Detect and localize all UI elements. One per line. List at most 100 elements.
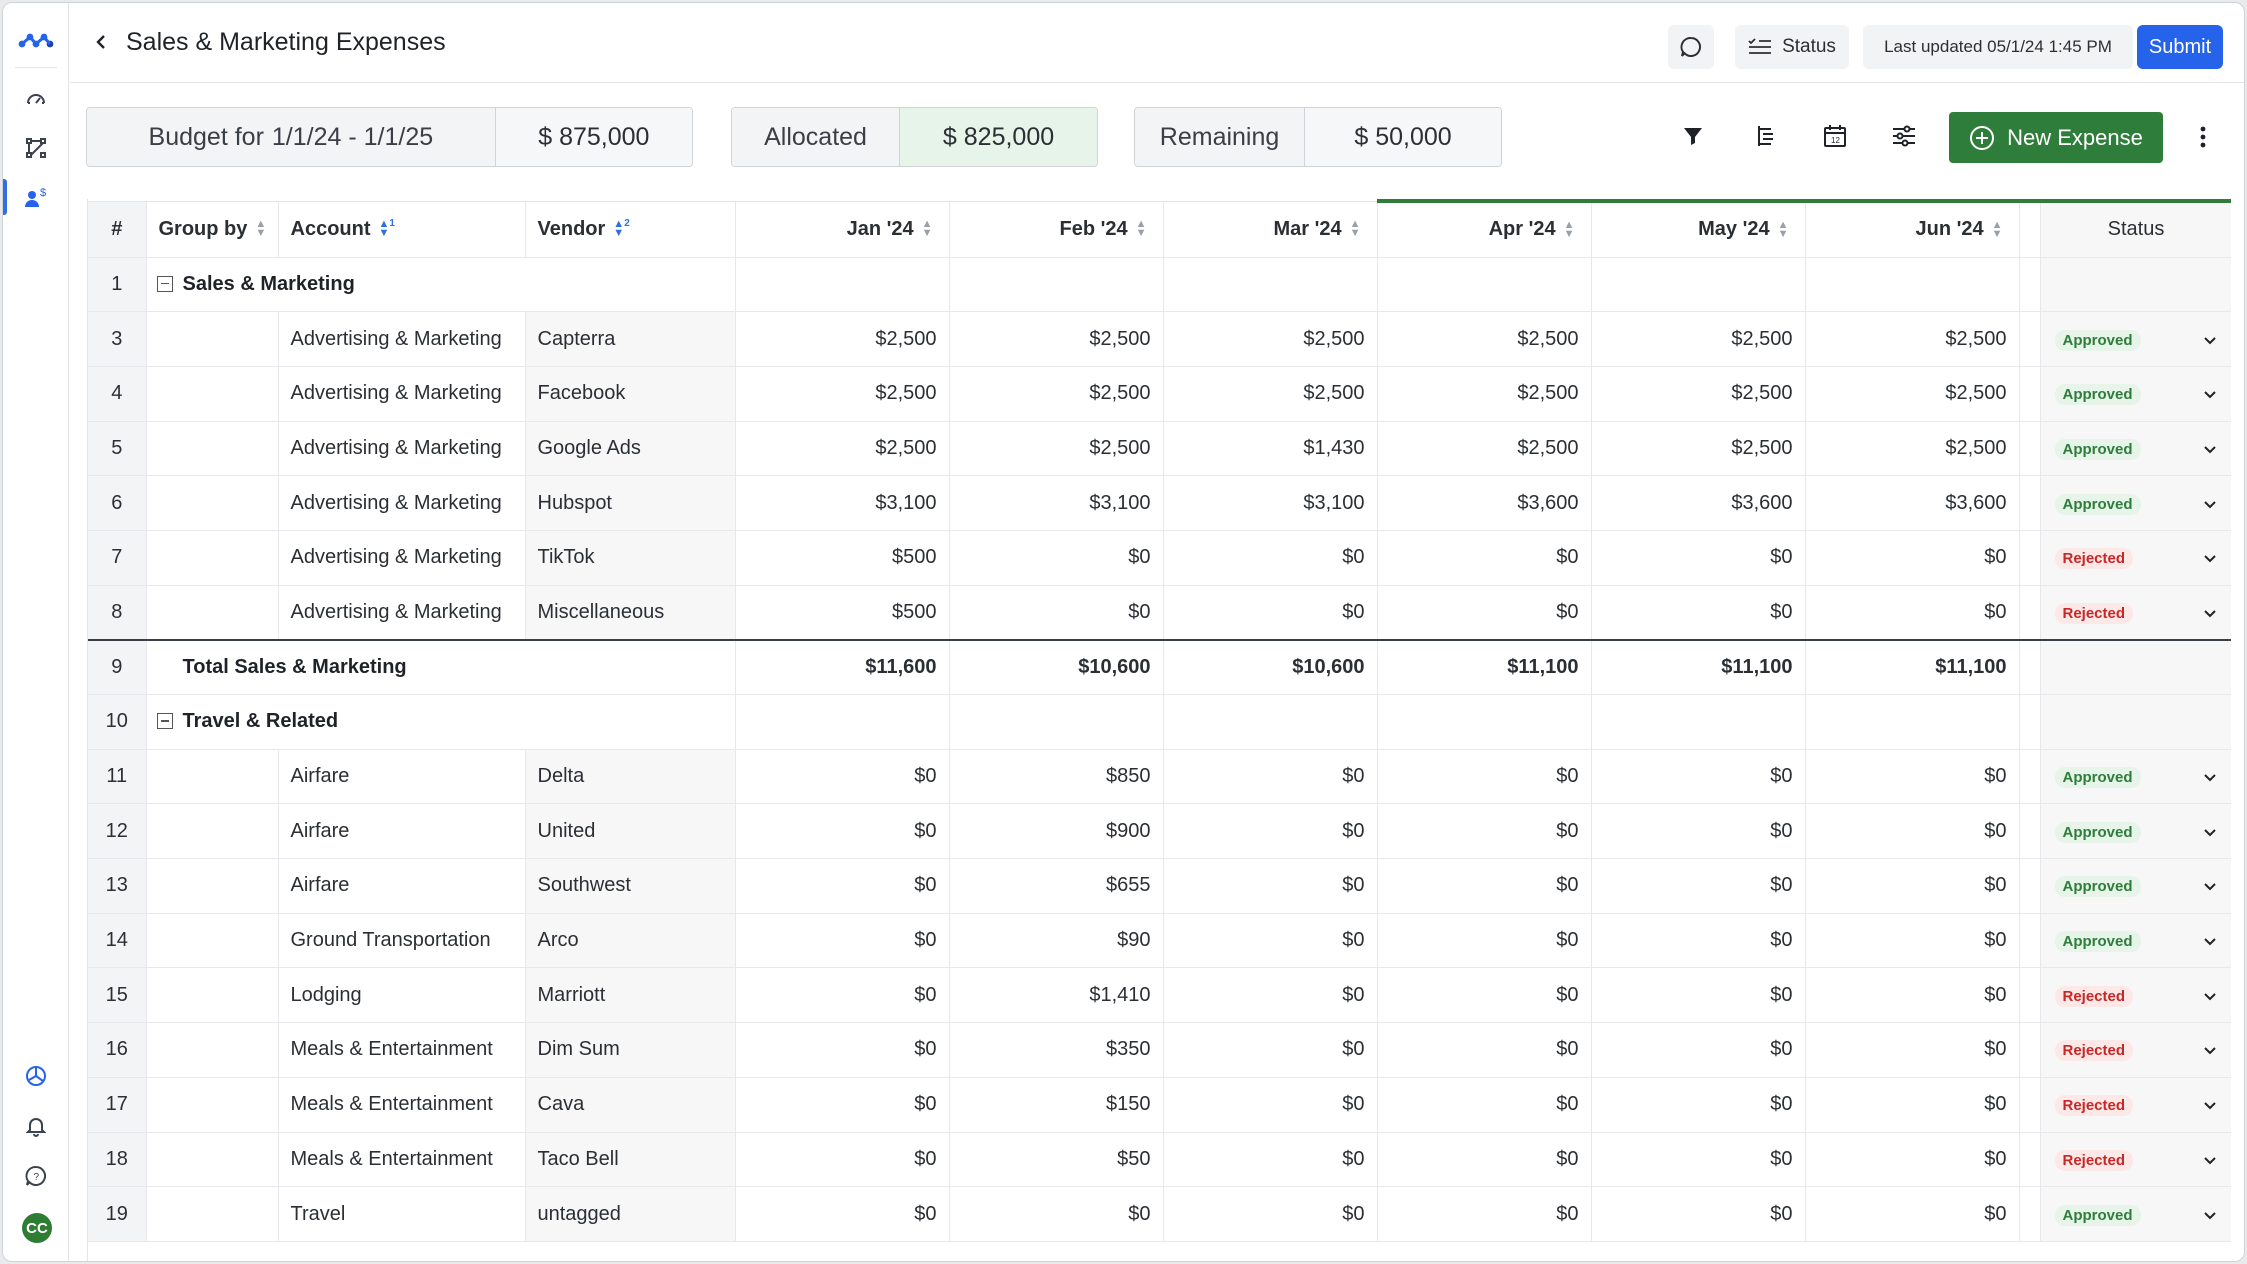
vendor-cell[interactable]: Southwest [525, 858, 736, 914]
amount-cell[interactable]: $0 [1591, 1186, 1806, 1242]
col-header-group-by[interactable]: Group by ▲ ▼ [146, 200, 279, 258]
amount-cell[interactable]: $3,100 [735, 475, 950, 531]
more-options-icon[interactable] [2193, 119, 2213, 155]
amount-cell[interactable]: $2,500 [1805, 421, 2020, 477]
amount-cell[interactable]: $2,500 [1377, 421, 1592, 477]
account-cell[interactable]: Advertising & Marketing [278, 366, 526, 422]
chevron-down-icon[interactable] [2202, 824, 2218, 840]
col-header-account[interactable]: Account ▲ ▼1 [278, 200, 526, 258]
status-cell[interactable]: Approved [2039, 311, 2231, 367]
amount-cell[interactable]: $0 [1377, 1022, 1592, 1078]
amount-cell[interactable]: $1,430 [1163, 421, 1378, 477]
group-label[interactable]: Travel & Related [146, 694, 736, 750]
amount-cell[interactable]: $0 [735, 1186, 950, 1242]
col-header-feb[interactable]: Feb '24 ▲ ▼ [949, 200, 1164, 258]
amount-cell[interactable]: $2,500 [1591, 421, 1806, 477]
amount-cell[interactable]: $850 [949, 749, 1164, 805]
amount-cell[interactable]: $2,500 [1805, 311, 2020, 367]
amount-cell[interactable]: $2,500 [1805, 366, 2020, 422]
amount-cell[interactable]: $0 [1163, 803, 1378, 860]
chevron-down-icon[interactable] [2202, 441, 2218, 457]
amount-cell[interactable]: $0 [1591, 913, 1806, 969]
amount-cell[interactable]: $0 [735, 1077, 950, 1133]
status-cell[interactable]: Rejected [2039, 585, 2231, 641]
dashboard-gauge-icon[interactable] [21, 83, 51, 113]
account-cell[interactable]: Meals & Entertainment [278, 1022, 526, 1078]
amount-cell[interactable]: $0 [1377, 585, 1592, 641]
back-chevron-icon[interactable] [90, 31, 112, 53]
vendor-cell[interactable]: Taco Bell [525, 1132, 736, 1188]
chevron-down-icon[interactable] [2202, 878, 2218, 894]
amount-cell[interactable]: $2,500 [735, 366, 950, 422]
amount-cell[interactable]: $0 [1805, 967, 2020, 1024]
chevron-down-icon[interactable] [2202, 332, 2218, 348]
amount-cell[interactable]: $2,500 [1163, 311, 1378, 367]
col-header-jun[interactable]: Jun '24 ▲ ▼ [1805, 199, 2020, 258]
amount-cell[interactable]: $0 [1805, 913, 2020, 969]
amount-cell[interactable]: $0 [1591, 803, 1806, 860]
amount-cell[interactable]: $0 [1805, 749, 2020, 805]
vendor-cell[interactable]: Arco [525, 913, 736, 969]
chevron-down-icon[interactable] [2202, 496, 2218, 512]
status-cell[interactable]: Rejected [2039, 1132, 2231, 1188]
chevron-down-icon[interactable] [2202, 933, 2218, 949]
status-cell[interactable]: Approved [2039, 421, 2231, 477]
status-button[interactable]: Status [1735, 25, 1849, 69]
amount-cell[interactable]: $0 [1591, 1132, 1806, 1188]
vendor-cell[interactable]: Miscellaneous [525, 585, 736, 641]
account-cell[interactable]: Advertising & Marketing [278, 585, 526, 641]
amount-cell[interactable]: $2,500 [1377, 366, 1592, 422]
amount-cell[interactable]: $0 [1591, 967, 1806, 1024]
amount-cell[interactable]: $3,600 [1805, 475, 2020, 531]
amount-cell[interactable]: $0 [735, 1022, 950, 1078]
amount-cell[interactable]: $0 [1591, 1022, 1806, 1078]
col-header-vendor[interactable]: Vendor ▲ ▼2 [525, 200, 736, 258]
amount-cell[interactable]: $655 [949, 858, 1164, 914]
vendor-cell[interactable]: Cava [525, 1077, 736, 1133]
amount-cell[interactable]: $0 [1163, 1077, 1378, 1133]
account-cell[interactable]: Airfare [278, 858, 526, 914]
collapse-icon[interactable] [156, 713, 173, 730]
vendor-cell[interactable]: Facebook [525, 366, 736, 422]
account-cell[interactable]: Airfare [278, 803, 526, 860]
total-amount-cell[interactable]: $11,100 [1591, 638, 1806, 695]
status-cell[interactable]: Rejected [2039, 1077, 2231, 1133]
amount-cell[interactable]: $0 [735, 1132, 950, 1188]
account-cell[interactable]: Advertising & Marketing [278, 421, 526, 477]
amount-cell[interactable]: $0 [949, 1186, 1164, 1242]
amount-cell[interactable]: $0 [1163, 1186, 1378, 1242]
amount-cell[interactable]: $0 [1805, 1022, 2020, 1078]
col-header-jan[interactable]: Jan '24 ▲ ▼ [735, 200, 950, 258]
chevron-down-icon[interactable] [2202, 1152, 2218, 1168]
amount-cell[interactable]: $0 [1163, 858, 1378, 914]
col-header-apr[interactable]: Apr '24 ▲ ▼ [1377, 199, 1592, 258]
status-cell[interactable]: Approved [2039, 913, 2231, 969]
amount-cell[interactable]: $1,410 [949, 967, 1164, 1024]
amount-cell[interactable]: $3,600 [1377, 475, 1592, 531]
account-cell[interactable]: Ground Transportation [278, 913, 526, 969]
collapse-icon[interactable] [156, 275, 173, 292]
col-header-mar[interactable]: Mar '24 ▲ ▼ [1163, 200, 1378, 258]
account-cell[interactable]: Airfare [278, 749, 526, 805]
amount-cell[interactable]: $2,500 [1591, 311, 1806, 367]
amount-cell[interactable]: $50 [949, 1132, 1164, 1188]
total-amount-cell[interactable]: $11,100 [1805, 638, 2020, 695]
amount-cell[interactable]: $0 [1591, 858, 1806, 914]
amount-cell[interactable]: $2,500 [1377, 311, 1592, 367]
chevron-down-icon[interactable] [2202, 988, 2218, 1004]
chevron-down-icon[interactable] [2202, 1042, 2218, 1058]
amount-cell[interactable]: $0 [735, 803, 950, 860]
amount-cell[interactable]: $0 [735, 858, 950, 914]
status-cell[interactable]: Rejected [2039, 530, 2231, 586]
account-cell[interactable]: Advertising & Marketing [278, 530, 526, 586]
budget-period[interactable]: 1/1/24 - 1/1/25 [271, 122, 434, 151]
amount-cell[interactable]: $0 [1377, 803, 1592, 860]
vendor-cell[interactable]: TikTok [525, 530, 736, 586]
analytics-pie-icon[interactable] [21, 1061, 51, 1091]
total-amount-cell[interactable]: $11,600 [735, 638, 950, 695]
status-cell[interactable]: Approved [2039, 858, 2231, 914]
amount-cell[interactable]: $350 [949, 1022, 1164, 1078]
settings-sliders-icon[interactable] [1886, 118, 1922, 154]
amount-cell[interactable]: $0 [1377, 1132, 1592, 1188]
vendor-cell[interactable]: Marriott [525, 967, 736, 1024]
